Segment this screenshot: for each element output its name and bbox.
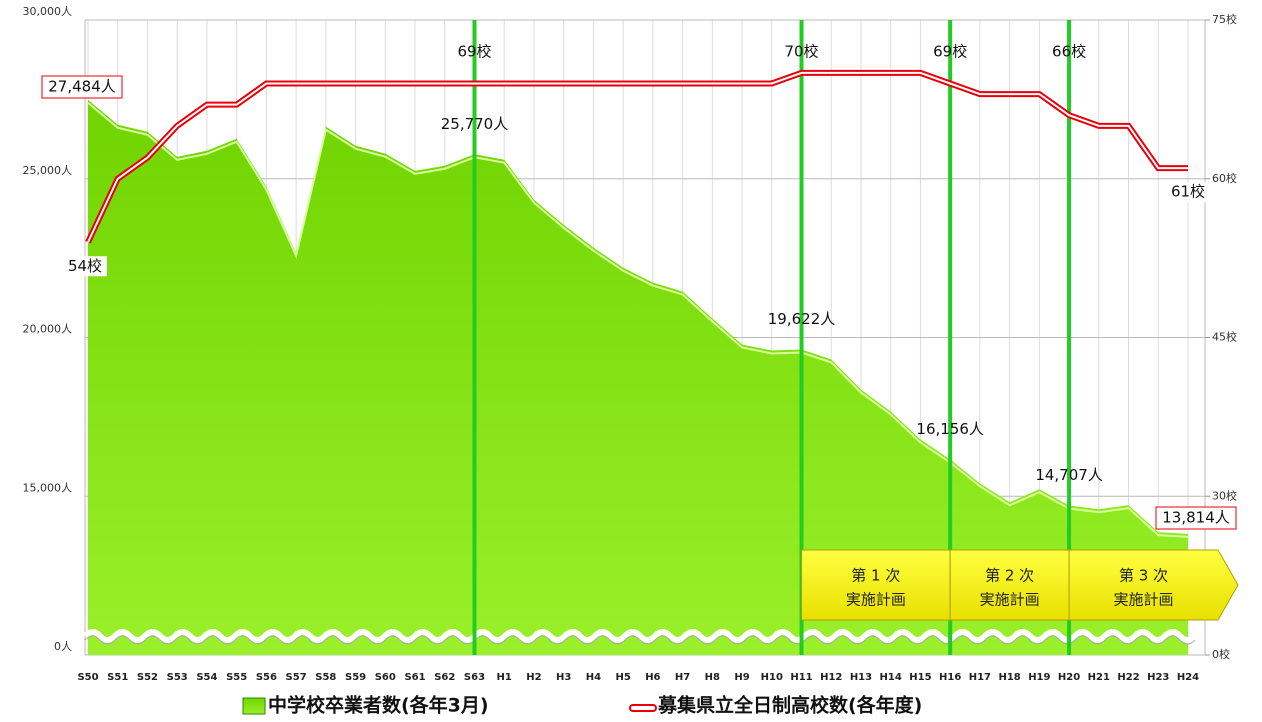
x-tick-label: H24 xyxy=(1177,672,1199,683)
x-tick-label: S55 xyxy=(226,672,247,683)
label-bg xyxy=(63,256,107,277)
x-tick-label: H6 xyxy=(645,672,660,683)
x-tick-label: H12 xyxy=(820,672,842,683)
data-label: 14,707人 xyxy=(1035,466,1103,484)
area-edge xyxy=(87,102,1189,538)
x-tick-label: H17 xyxy=(969,672,991,683)
legend-line xyxy=(629,704,657,712)
data-label: 66校 xyxy=(1052,43,1086,61)
y2-tick-label: 45校 xyxy=(1212,330,1237,344)
x-tick-label: H18 xyxy=(998,672,1020,683)
x-tick-label: H3 xyxy=(556,672,571,683)
y2-tick-label: 60校 xyxy=(1212,171,1237,185)
line-inner xyxy=(87,71,1188,243)
x-tick-label: H2 xyxy=(526,672,541,683)
x-tick-label: H8 xyxy=(705,672,720,683)
x-tick-label: S56 xyxy=(256,672,277,683)
x-tick-label: H16 xyxy=(939,672,961,683)
data-label: 69校 xyxy=(457,43,491,61)
x-tick-label: H10 xyxy=(761,672,783,683)
x-tick-label: S59 xyxy=(345,672,366,683)
x-tick-label: S58 xyxy=(315,672,336,683)
label-box xyxy=(1155,506,1237,530)
y-tick-label: 20,000人 xyxy=(23,323,73,336)
x-tick-label: H21 xyxy=(1088,672,1110,683)
data-label: 70校 xyxy=(784,43,818,61)
y-tick-label: 15,000人 xyxy=(23,481,73,494)
x-tick-label: H9 xyxy=(734,672,749,683)
data-label: 25,770人 xyxy=(441,115,509,133)
x-tick-label: H14 xyxy=(880,672,902,683)
x-tick-label: H22 xyxy=(1117,672,1139,683)
x-tick-label: H7 xyxy=(675,672,690,683)
data-label: 16,156人 xyxy=(916,420,984,438)
phase-label: 実施計画 xyxy=(1114,591,1174,609)
x-tick-label: S63 xyxy=(464,672,485,683)
x-tick-label: H5 xyxy=(615,672,630,683)
phase-label: 実施計画 xyxy=(846,591,906,609)
legend-label: 募集県立全日制高校数(各年度) xyxy=(657,694,922,717)
phase-label: 第 1 次 xyxy=(851,567,900,585)
y-tick-label: 30,000人 xyxy=(23,5,73,18)
phase-label: 第 3 次 xyxy=(1119,567,1168,585)
phase-box xyxy=(949,549,1070,621)
x-tick-label: S54 xyxy=(196,672,217,683)
x-tick-label: H1 xyxy=(497,672,512,683)
legend-label: 中学校卒業者数(各年3月) xyxy=(268,694,489,717)
x-tick-label: H20 xyxy=(1058,672,1080,683)
x-tick-label: S60 xyxy=(375,672,396,683)
axis-break xyxy=(82,629,1198,643)
y-tick-label: 25,000人 xyxy=(23,164,73,177)
x-tick-label: H23 xyxy=(1147,672,1169,683)
phase-label: 実施計画 xyxy=(980,591,1040,609)
x-tick-label: S53 xyxy=(167,672,188,683)
data-label: 13,814人 xyxy=(1162,509,1230,527)
phase-arrow xyxy=(1068,549,1239,621)
x-tick-label: H11 xyxy=(790,672,812,683)
y2-tick-label: 0校 xyxy=(1212,647,1230,661)
label-box xyxy=(41,75,123,99)
x-tick-label: S61 xyxy=(404,672,425,683)
label-bg xyxy=(1166,182,1210,203)
x-tick-label: H15 xyxy=(909,672,931,683)
x-tick-label: S52 xyxy=(137,672,158,683)
axis-break-outline xyxy=(84,635,1196,645)
x-tick-label: H19 xyxy=(1028,672,1050,683)
data-label: 27,484人 xyxy=(48,78,116,96)
phase-box xyxy=(801,549,951,621)
x-tick-label: S62 xyxy=(434,672,455,683)
x-tick-label: S50 xyxy=(77,672,98,683)
data-label: 54校 xyxy=(68,257,102,275)
y2-tick-label: 75校 xyxy=(1212,12,1237,26)
data-label: 69校 xyxy=(933,43,967,61)
x-tick-label: S57 xyxy=(286,672,307,683)
y-tick-label: 0人 xyxy=(54,640,72,653)
x-tick-label: H4 xyxy=(586,672,601,683)
y2-tick-label: 30校 xyxy=(1212,488,1237,502)
data-label: 19,622人 xyxy=(768,310,836,328)
x-tick-label: S51 xyxy=(107,672,128,683)
legend-swatch xyxy=(242,697,266,715)
x-tick-label: H13 xyxy=(850,672,872,683)
phase-label: 第 2 次 xyxy=(985,567,1034,585)
area xyxy=(88,99,1188,656)
data-label: 61校 xyxy=(1171,183,1205,201)
